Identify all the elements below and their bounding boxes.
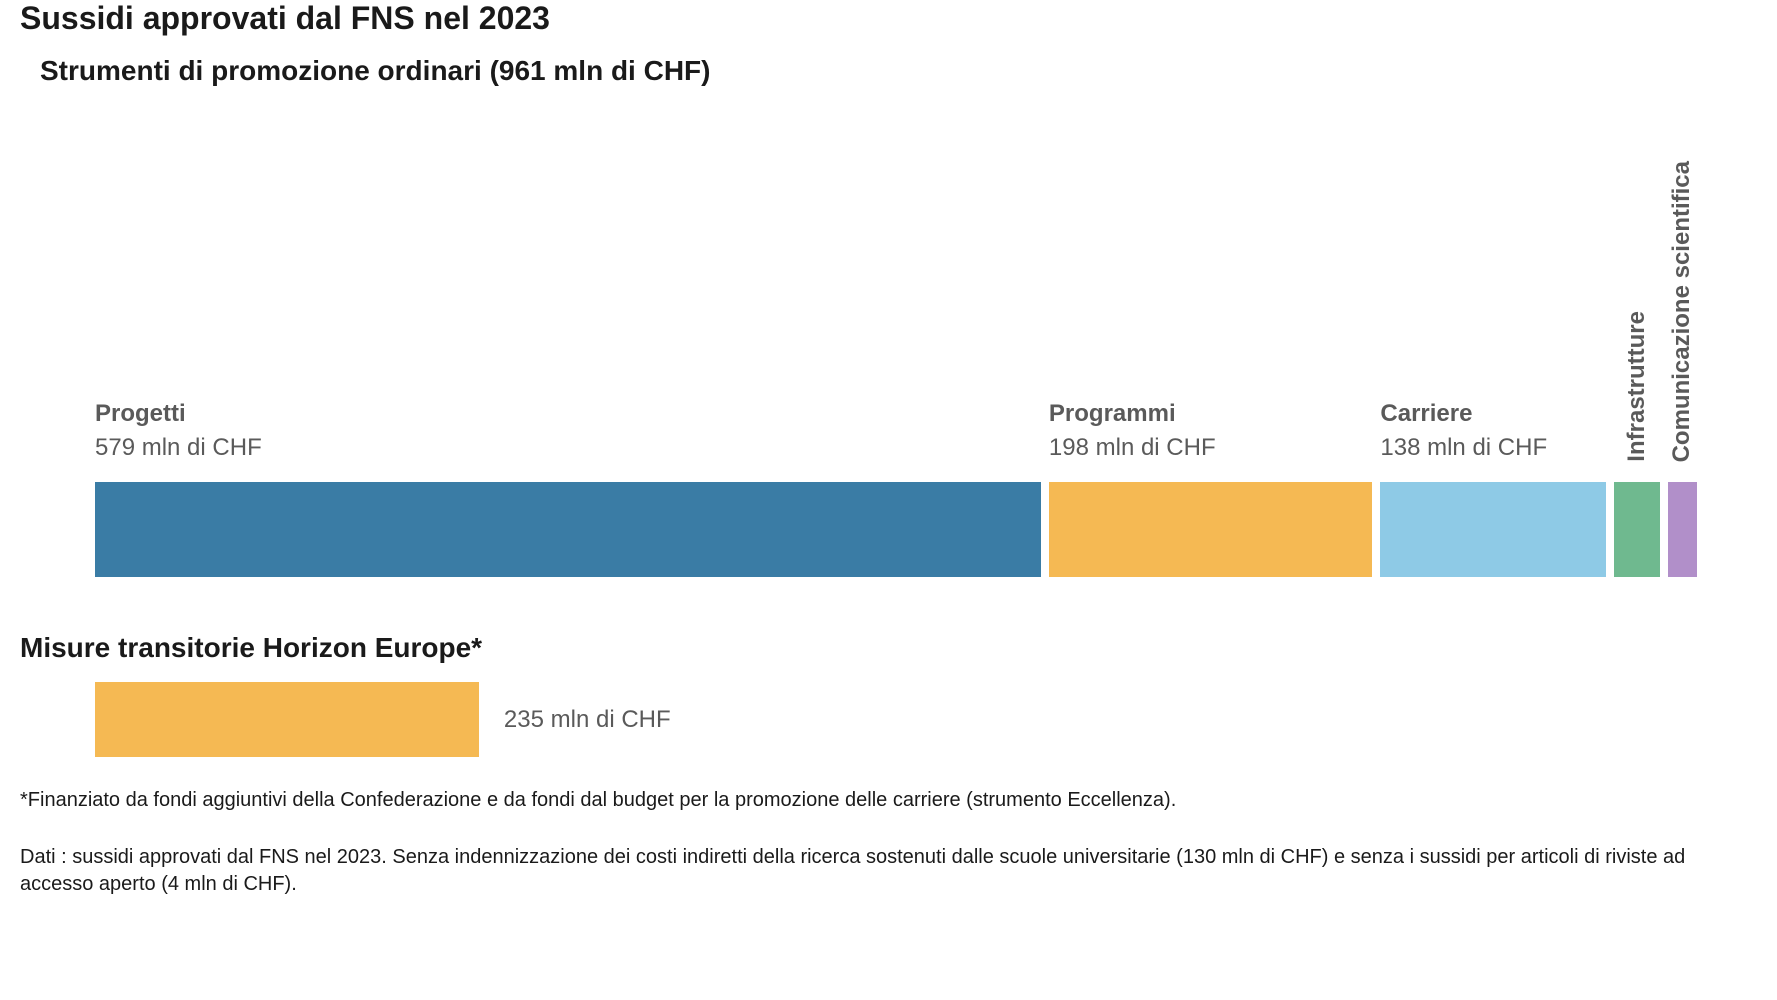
segment-label: Programmi 198 mln di CHF: [1049, 400, 1216, 462]
chart-container: Sussidi approvati dal FNS nel 2023 Strum…: [0, 0, 1777, 918]
bar-segment: [1614, 482, 1660, 577]
section1-subtitle: Strumenti di promozione ordinari (961 ml…: [40, 55, 1757, 87]
stacked-bar-chart: Progetti 579 mln di CHF Programmi 198 mln d…: [95, 107, 1697, 577]
segment-label-value: 138 mln di CHF: [1380, 434, 1547, 462]
bar-row: [95, 482, 1697, 577]
segment-label-title: Programmi: [1049, 400, 1216, 428]
horizon-bar: [95, 682, 479, 757]
segment-label: Carriere 138 mln di CHF: [1380, 400, 1547, 462]
segment-label-vertical: Infrastrutture: [1623, 311, 1651, 462]
secondary-bar-row: 235 mln di CHF: [95, 682, 1757, 757]
footnote-2: Dati : sussidi approvati dal FNS nel 202…: [20, 844, 1720, 898]
main-title: Sussidi approvati dal FNS nel 2023: [20, 0, 1757, 37]
segment-label-value: 579 mln di CHF: [95, 434, 262, 462]
segment-label-title: Progetti: [95, 400, 262, 428]
horizon-bar-label: 235 mln di CHF: [504, 706, 671, 734]
bar-segment: [1668, 482, 1697, 577]
segment-label-value: 198 mln di CHF: [1049, 434, 1216, 462]
segment-label: Progetti 579 mln di CHF: [95, 400, 262, 462]
segment-label-title: Carriere: [1380, 400, 1547, 428]
section2-subtitle: Misure transitorie Horizon Europe*: [20, 632, 1757, 664]
segment-label-vertical: Comunicazione scientifica: [1668, 161, 1696, 462]
bar-segment: [1049, 482, 1372, 577]
bar-segment: [95, 482, 1041, 577]
bar-segment: [1380, 482, 1605, 577]
footnote-1: *Finanziato da fondi aggiuntivi della Co…: [20, 787, 1720, 814]
